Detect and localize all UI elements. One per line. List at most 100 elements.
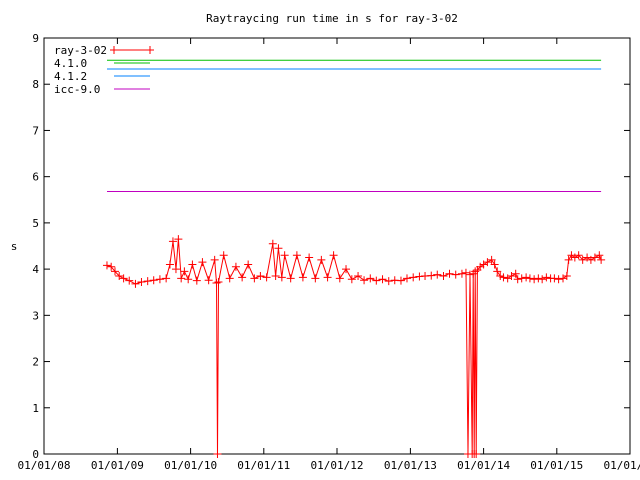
x-tick-label: 01/01/14 [457,459,510,472]
data-point [372,276,381,285]
data-point [457,269,466,278]
data-point [445,269,454,278]
data-point [396,276,405,285]
data-point [595,251,604,260]
data-point [231,262,240,271]
data-point [402,274,411,283]
legend-marker [110,46,118,54]
data-point [192,276,201,285]
data-point [534,274,543,283]
data-point [214,278,223,287]
data-point [277,273,286,282]
y-tick-label: 6 [32,171,39,184]
data-point [574,251,583,260]
x-tick-label: 01/01/10 [164,459,217,472]
data-point [212,278,221,287]
data-point [271,272,280,281]
series-layer [102,59,606,458]
data-point [115,272,124,281]
data-point [433,270,442,279]
data-point [586,255,595,264]
y-tick-label: 9 [32,32,39,45]
y-tick-label: 8 [32,78,39,91]
x-tick-label: 01/01/08 [18,459,71,472]
data-point [538,275,547,284]
axis-ticks: 0 1 2 3 4 5 6 7 8 9 01/01/08 01/01/09 01/01/10 01/01/… [18,32,640,472]
data-point [268,239,277,248]
y-tick-label: 3 [32,309,39,322]
data-point [542,273,551,282]
data-point [286,274,295,283]
legend-label: 4.1.2 [54,70,87,83]
x-tick-label: 01/01/13 [384,459,437,472]
data-point [311,274,320,283]
data-point [244,260,253,269]
legend-label: ray-3-02 [54,44,107,57]
data-point [119,274,128,283]
data-point [487,255,496,264]
data-point [347,275,356,284]
data-point [409,273,418,282]
data-point [564,255,573,264]
y-tick-label: 0 [32,448,39,461]
data-point [451,270,460,279]
legend-marker [146,46,154,54]
data-point [323,273,332,282]
y-tick-label: 2 [32,356,39,369]
data-point [177,274,186,283]
data-point [165,260,174,269]
legend-label: 4.1.0 [54,57,87,70]
data-point [162,274,171,283]
data-point [329,251,338,260]
data-point [125,276,134,285]
data-point [149,276,158,285]
data-point [180,267,189,276]
data-point [335,274,344,283]
data-point [490,260,499,269]
data-point [517,274,526,283]
data-point [493,267,502,276]
data-point [204,276,213,285]
data-point [317,255,326,264]
data-point [305,253,314,262]
data-point [513,275,522,284]
data-point [354,272,363,281]
data-point [188,260,197,269]
data-point [262,273,271,282]
data-point [131,279,140,288]
data-point [198,258,207,267]
y-tick-label: 4 [32,263,39,276]
data-point [137,278,146,287]
data-point [554,275,563,284]
data-point [298,273,307,282]
data-point [550,274,559,283]
data-point [465,270,474,279]
y-tick-label: 5 [32,217,39,230]
data-point [274,244,283,253]
x-tick-label: 01/01/09 [91,459,144,472]
y-tick-label: 1 [32,402,39,415]
data-point [525,274,534,283]
data-point [213,450,222,458]
data-point [225,274,234,283]
chart-title: Raytraycing run time in s for ray-3-02 [206,12,458,25]
y-tick-label: 7 [32,124,39,137]
data-point [507,272,516,281]
data-point [366,274,375,283]
data-point [210,255,219,264]
data-point [439,272,448,281]
data-point [578,255,587,264]
data-point [590,253,599,262]
data-point [250,274,259,283]
data-point [511,269,520,278]
x-tick-label: 01/01/16 [604,459,640,472]
data-point [378,275,387,284]
data-point [168,237,177,246]
data-point [496,272,505,281]
data-point [360,276,369,285]
data-point [110,267,119,276]
y-axis-label: s [11,240,18,253]
data-point [499,273,508,282]
